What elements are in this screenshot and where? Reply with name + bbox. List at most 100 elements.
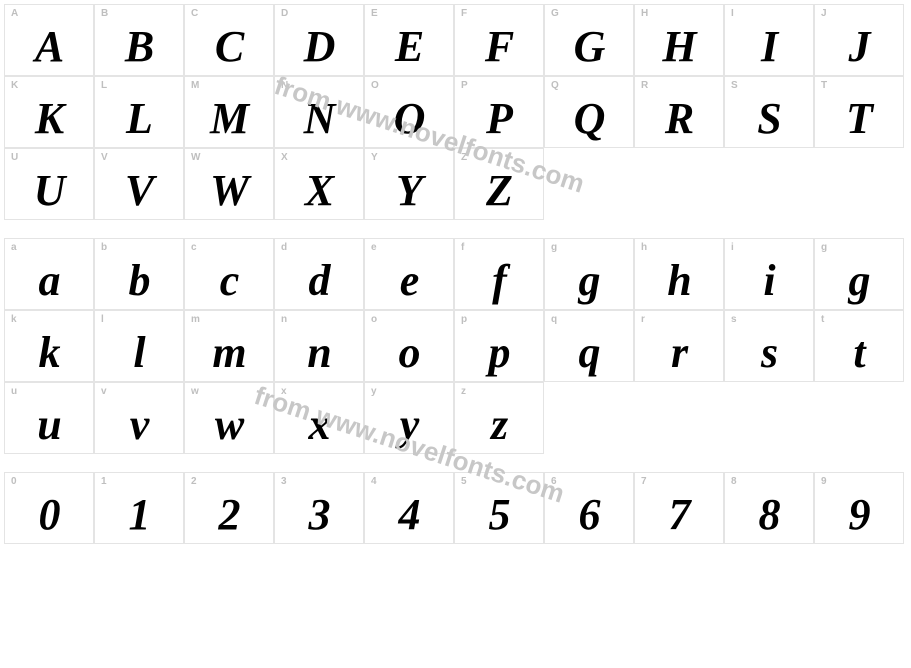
glyph-cell-label: g (551, 242, 557, 253)
glyph-cell: JJ (814, 4, 904, 76)
glyph-cell: hh (634, 238, 724, 310)
glyph-preview: O (365, 97, 453, 141)
glyph-cell: 33 (274, 472, 364, 544)
glyph-cell-label: A (11, 8, 18, 19)
glyph-cell-label: e (371, 242, 377, 253)
glyph-preview: D (275, 25, 363, 69)
glyph-preview: 5 (455, 493, 543, 537)
glyph-cell-label: Z (461, 152, 467, 163)
glyph-cell-label: w (191, 386, 199, 397)
glyph-cell: 66 (544, 472, 634, 544)
glyph-cell-label: N (281, 80, 288, 91)
glyph-cell: ww (184, 382, 274, 454)
glyph-cell-label: y (371, 386, 377, 397)
glyph-cell-label: 1 (101, 476, 107, 487)
glyph-preview: Y (365, 169, 453, 213)
glyph-cell-label: O (371, 80, 379, 91)
glyph-cell: MM (184, 76, 274, 148)
glyph-cell-label: J (821, 8, 827, 19)
glyph-cell: mm (184, 310, 274, 382)
glyph-preview: 7 (635, 493, 723, 537)
glyph-cell-label: 4 (371, 476, 377, 487)
glyph-preview: W (185, 169, 273, 213)
glyph-preview: e (365, 259, 453, 303)
glyph-cell-label: x (281, 386, 287, 397)
glyph-cell: vv (94, 382, 184, 454)
glyph-cell-label: D (281, 8, 288, 19)
glyph-cell-label: I (731, 8, 734, 19)
glyph-preview: z (455, 403, 543, 447)
glyph-preview: n (275, 331, 363, 375)
glyph-preview: i (725, 259, 813, 303)
glyph-cell-label: 7 (641, 476, 647, 487)
glyph-cell: AA (4, 4, 94, 76)
glyph-cell: GG (544, 4, 634, 76)
glyph-cell-label: Q (551, 80, 559, 91)
glyph-preview: M (185, 97, 273, 141)
glyph-cell-label: C (191, 8, 198, 19)
glyph-cell: 00 (4, 472, 94, 544)
glyph-cell-label: o (371, 314, 377, 325)
glyph-cell-label: R (641, 80, 648, 91)
glyph-cell-label: h (641, 242, 647, 253)
glyph-preview: u (5, 403, 93, 447)
glyph-cell: HH (634, 4, 724, 76)
glyph-cell-label: P (461, 80, 468, 91)
glyph-preview: 8 (725, 493, 813, 537)
glyph-preview: C (185, 25, 273, 69)
glyph-preview: F (455, 25, 543, 69)
glyph-cell: ss (724, 310, 814, 382)
glyph-preview: g (815, 259, 903, 303)
glyph-cell: kk (4, 310, 94, 382)
glyph-preview: a (5, 259, 93, 303)
glyph-cell: qq (544, 310, 634, 382)
glyph-cell: tt (814, 310, 904, 382)
glyph-cell: CC (184, 4, 274, 76)
glyph-preview: h (635, 259, 723, 303)
glyph-cell-label: 3 (281, 476, 287, 487)
glyph-cell: WW (184, 148, 274, 220)
glyph-preview: f (455, 259, 543, 303)
glyph-preview: H (635, 25, 723, 69)
glyph-cell: BB (94, 4, 184, 76)
glyph-cell-label: 2 (191, 476, 197, 487)
glyph-cell: DD (274, 4, 364, 76)
glyph-preview: G (545, 25, 633, 69)
glyph-preview: R (635, 97, 723, 141)
glyph-preview: q (545, 331, 633, 375)
glyph-cell: 44 (364, 472, 454, 544)
glyph-cell: SS (724, 76, 814, 148)
glyph-cell: ii (724, 238, 814, 310)
glyph-cell: gg (544, 238, 634, 310)
glyph-preview: T (815, 97, 903, 141)
glyph-cell-label: i (731, 242, 734, 253)
glyph-cell: gg (814, 238, 904, 310)
glyph-preview: K (5, 97, 93, 141)
glyph-cell-label: 0 (11, 476, 17, 487)
glyph-cell-label: T (821, 80, 827, 91)
glyph-cell-label: 6 (551, 476, 557, 487)
glyph-cell-label: Y (371, 152, 378, 163)
glyph-cell-label: s (731, 314, 737, 325)
glyph-preview: m (185, 331, 273, 375)
glyph-cell-label: V (101, 152, 108, 163)
glyph-cell: zz (454, 382, 544, 454)
glyph-cell: pp (454, 310, 544, 382)
glyph-preview: J (815, 25, 903, 69)
row-spacer (4, 220, 907, 238)
glyph-cell: 99 (814, 472, 904, 544)
glyph-cell: QQ (544, 76, 634, 148)
glyph-cell: dd (274, 238, 364, 310)
glyph-cell-label: n (281, 314, 287, 325)
glyph-cell: VV (94, 148, 184, 220)
glyph-preview: 3 (275, 493, 363, 537)
glyph-cell-label: F (461, 8, 467, 19)
glyph-cell: nn (274, 310, 364, 382)
glyph-preview: N (275, 97, 363, 141)
glyph-cell: ll (94, 310, 184, 382)
glyph-preview: l (95, 331, 183, 375)
glyph-cell-label: X (281, 152, 288, 163)
glyph-cell-label: q (551, 314, 557, 325)
glyph-cell-label: 8 (731, 476, 737, 487)
glyph-preview: L (95, 97, 183, 141)
